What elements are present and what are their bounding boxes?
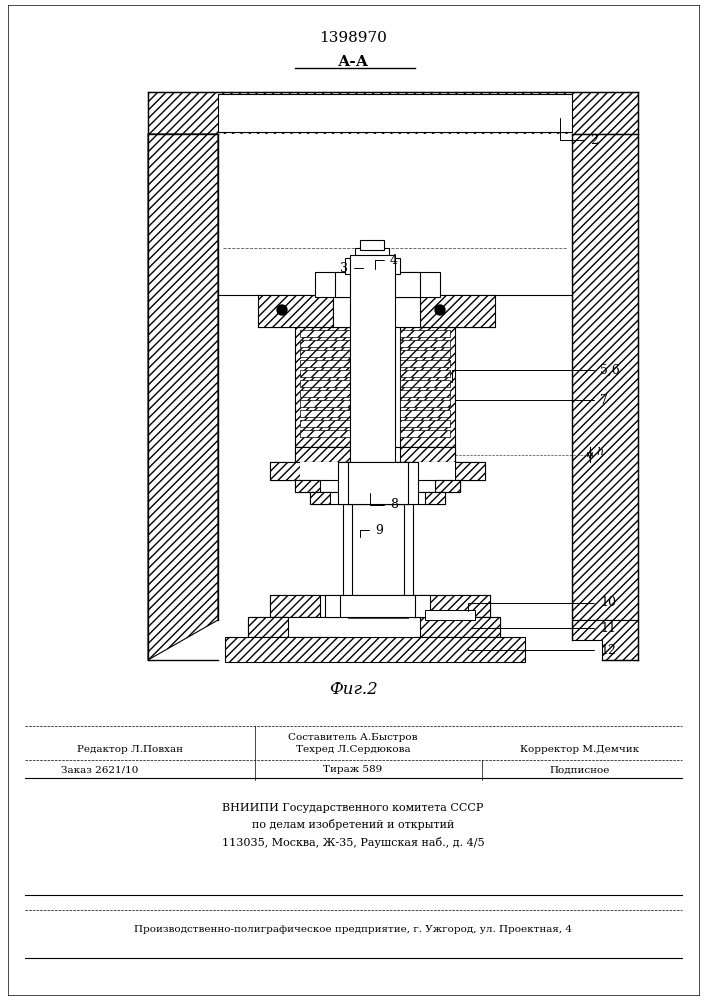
Bar bbox=[325, 595, 430, 617]
Bar bbox=[270, 462, 485, 480]
Bar bbox=[300, 420, 350, 427]
Text: 7: 7 bbox=[455, 393, 608, 412]
Bar bbox=[348, 596, 408, 618]
Bar bbox=[270, 462, 300, 480]
Bar bbox=[335, 272, 420, 297]
Text: h: h bbox=[597, 447, 604, 457]
Polygon shape bbox=[148, 134, 218, 660]
Bar bbox=[218, 134, 572, 712]
Bar bbox=[435, 480, 460, 492]
Bar bbox=[455, 462, 485, 480]
Bar bbox=[400, 410, 450, 417]
Text: Заказ 2621/10: Заказ 2621/10 bbox=[62, 766, 139, 774]
Bar bbox=[400, 327, 455, 447]
Bar bbox=[352, 504, 404, 599]
Bar bbox=[270, 595, 320, 617]
Text: Корректор М.Демчик: Корректор М.Демчик bbox=[520, 746, 640, 754]
Bar bbox=[300, 462, 455, 480]
Text: ВНИИПИ Государственного комитета СССР: ВНИИПИ Государственного комитета СССР bbox=[222, 803, 484, 813]
Bar bbox=[295, 480, 320, 492]
Bar bbox=[348, 462, 408, 504]
Bar bbox=[400, 447, 455, 462]
Bar bbox=[300, 370, 350, 377]
Bar bbox=[420, 295, 495, 327]
Bar bbox=[333, 295, 420, 327]
Bar bbox=[400, 380, 450, 387]
Bar bbox=[338, 462, 418, 504]
Bar bbox=[425, 492, 445, 504]
Text: 2: 2 bbox=[560, 118, 598, 146]
Bar bbox=[300, 380, 350, 387]
Text: 113035, Москва, Ж-35, Раушская наб., д. 4/5: 113035, Москва, Ж-35, Раушская наб., д. … bbox=[222, 836, 484, 848]
Polygon shape bbox=[572, 134, 638, 620]
Bar bbox=[420, 617, 500, 637]
Bar bbox=[420, 595, 490, 617]
Bar bbox=[270, 595, 490, 617]
Bar bbox=[400, 400, 450, 407]
Bar bbox=[258, 295, 333, 327]
Polygon shape bbox=[572, 620, 638, 660]
Bar bbox=[300, 430, 350, 437]
Bar bbox=[295, 447, 455, 462]
Bar bbox=[400, 340, 450, 347]
Bar bbox=[340, 595, 415, 637]
Bar bbox=[400, 370, 450, 377]
Text: 12: 12 bbox=[468, 644, 616, 656]
Text: 11: 11 bbox=[471, 621, 616, 635]
Text: по делам изобретений и открытий: по делам изобретений и открытий bbox=[252, 820, 454, 830]
Bar bbox=[225, 637, 525, 662]
Text: Составитель А.Быстров: Составитель А.Быстров bbox=[288, 734, 418, 742]
Bar bbox=[400, 430, 450, 437]
Bar bbox=[300, 330, 350, 337]
Bar bbox=[300, 350, 350, 357]
Bar bbox=[300, 360, 350, 367]
Bar bbox=[350, 255, 395, 465]
Bar bbox=[400, 360, 450, 367]
Bar bbox=[400, 330, 450, 337]
Text: 5,6: 5,6 bbox=[452, 363, 620, 382]
Text: 4: 4 bbox=[375, 253, 398, 269]
Text: 9: 9 bbox=[360, 524, 383, 537]
Text: Тираж 589: Тираж 589 bbox=[323, 766, 382, 774]
Circle shape bbox=[435, 305, 445, 315]
Bar bbox=[148, 92, 638, 134]
Bar bbox=[295, 480, 460, 492]
Text: Подписное: Подписное bbox=[550, 766, 610, 774]
Bar bbox=[300, 400, 350, 407]
Text: Производственно-полиграфическое предприятие, г. Ужгород, ул. Проектная, 4: Производственно-полиграфическое предприя… bbox=[134, 926, 572, 934]
Bar bbox=[248, 617, 288, 637]
Bar bbox=[400, 390, 450, 397]
Bar bbox=[218, 94, 572, 132]
Circle shape bbox=[277, 305, 287, 315]
Bar bbox=[425, 610, 475, 620]
Text: Фиг.2: Фиг.2 bbox=[329, 682, 378, 698]
Bar bbox=[310, 492, 445, 504]
Bar bbox=[315, 272, 440, 297]
Bar bbox=[343, 504, 413, 599]
Text: Редактор Л.Повхан: Редактор Л.Повхан bbox=[77, 746, 183, 754]
Bar bbox=[248, 617, 500, 637]
Text: 10: 10 bbox=[468, 596, 616, 611]
Text: А-А: А-А bbox=[337, 55, 368, 69]
Bar bbox=[345, 258, 400, 274]
Bar bbox=[295, 327, 350, 447]
Bar bbox=[295, 447, 350, 462]
Bar bbox=[300, 390, 350, 397]
Bar bbox=[355, 248, 389, 260]
Bar bbox=[310, 492, 330, 504]
Bar bbox=[300, 340, 350, 347]
Text: 8: 8 bbox=[370, 493, 398, 512]
Bar bbox=[360, 240, 384, 250]
Bar bbox=[400, 350, 450, 357]
Bar bbox=[400, 420, 450, 427]
Bar bbox=[358, 260, 388, 460]
Text: 3: 3 bbox=[340, 261, 363, 274]
Bar bbox=[300, 410, 350, 417]
Text: Техред Л.Сердюкова: Техред Л.Сердюкова bbox=[296, 746, 410, 754]
Text: 1398970: 1398970 bbox=[319, 31, 387, 45]
Bar bbox=[340, 595, 415, 617]
